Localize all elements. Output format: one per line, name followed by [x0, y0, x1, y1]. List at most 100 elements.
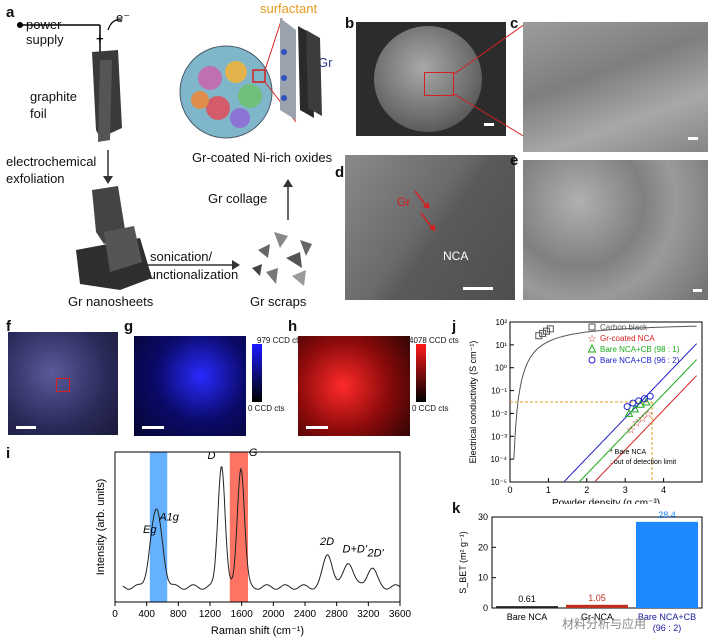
legend-marker: ☆	[588, 334, 597, 345]
tem-gr-label: Gr	[397, 195, 411, 209]
fit-curve	[594, 375, 697, 482]
sem-image-b	[356, 22, 506, 136]
sonication-label: sonication/	[150, 249, 213, 264]
electron-arrow-icon	[107, 19, 123, 31]
tem-image-d: Gr NCA	[345, 155, 515, 300]
colorbar-g	[252, 344, 262, 402]
legend-marker	[588, 323, 596, 331]
scale-bar	[688, 137, 698, 140]
panel-label-f: f	[6, 318, 11, 335]
x-tick-label: 3600	[389, 609, 412, 620]
bar	[636, 521, 698, 608]
gr-collage-label: Gr collage	[208, 191, 268, 206]
data-point	[640, 395, 648, 403]
y-tick-label: 10⁻⁴	[490, 455, 507, 464]
data-point	[623, 403, 631, 411]
data-point	[635, 397, 643, 405]
y-tick-label: 10⁻²	[491, 409, 507, 418]
panel-label-k: k	[452, 500, 461, 517]
red-arrows-icon	[414, 190, 436, 231]
annotation: * Bare NCA	[610, 449, 647, 456]
peak-label: A1g	[158, 512, 179, 524]
x-tick-label: 2800	[326, 609, 349, 620]
y-axis-label: Electrical conductivity (S cm⁻¹)	[468, 341, 478, 464]
legend-marker	[587, 343, 597, 353]
colorbar-g-min: 0 CCD cts	[248, 404, 285, 413]
scale-bar	[484, 123, 494, 126]
legend-label: Bare NCA+CB (98 : 1)	[600, 345, 680, 354]
ni-rich-particle	[179, 45, 273, 139]
data-point	[646, 392, 654, 400]
bar	[496, 606, 558, 608]
data-point: ☆	[643, 408, 653, 420]
electron-label: e⁻	[116, 10, 131, 25]
fit-curve	[579, 359, 697, 482]
surfactant-label: surfactant	[260, 1, 318, 16]
x-tick-label: 0	[507, 485, 512, 495]
x-axis-label: Powder density (g cm⁻³)	[552, 498, 660, 504]
data-point	[539, 329, 547, 337]
graphene-layers	[280, 18, 322, 120]
y-tick-label: 30	[478, 512, 488, 522]
spectrum-line	[122, 466, 401, 590]
scale-bar	[693, 289, 702, 292]
panel-label-i: i	[6, 445, 11, 462]
y-axis-label: S_BET (m² g⁻¹)	[458, 531, 468, 594]
zoom-box	[56, 378, 70, 392]
panel-label-e: e	[510, 152, 519, 169]
x-tick-label: 2	[584, 485, 589, 495]
scale-bar	[463, 287, 493, 290]
y-tick-label: 10²	[495, 318, 507, 327]
y-tick-label: 10⁰	[495, 364, 507, 373]
y-tick-label: 10	[478, 573, 488, 583]
legend-label: Carbon black	[600, 323, 648, 332]
tem-nca-label: NCA	[443, 249, 469, 263]
y-tick-label: 20	[478, 542, 488, 552]
x-tick-label: 2000	[262, 609, 285, 620]
bar-value-label: 28.4	[658, 510, 676, 520]
peak-label: D+D'	[343, 544, 368, 556]
exfoliation-label: electrochemical exfoliation	[6, 154, 97, 186]
schematic-drawing	[17, 17, 322, 290]
data-point	[542, 327, 550, 335]
peak-label: Eg	[143, 524, 157, 536]
data-point	[546, 325, 554, 333]
x-tick-label: 3	[623, 485, 628, 495]
gr-coated-label: Gr-coated Ni-rich oxides	[192, 150, 333, 165]
category-label: (96 : 2)	[653, 623, 682, 633]
gr-label: Gr	[318, 55, 333, 70]
graphite-foil-label: graphite foil	[30, 89, 77, 121]
scale-bar	[142, 426, 164, 429]
x-tick-label: 1200	[199, 609, 222, 620]
fit-curve	[513, 325, 697, 460]
legend-label: Bare NCA+CB (96 : 2)	[600, 356, 680, 365]
legend-marker	[588, 356, 596, 364]
data-point: ☆	[626, 424, 636, 436]
category-label: Bare NCA	[507, 612, 548, 622]
category-label: Gr-NCA	[581, 612, 613, 622]
peak-label: G	[249, 447, 258, 459]
y-tick-label: 10⁻⁵	[491, 478, 507, 487]
peak-label: 2D	[319, 536, 334, 548]
x-tick-label: 1	[546, 485, 551, 495]
panel-label-h: h	[288, 318, 298, 335]
x-axis-label: Raman shift (cm⁻¹)	[211, 625, 304, 637]
x-tick-label: 3200	[357, 609, 380, 620]
panel-label-g: g	[124, 318, 134, 335]
optical-image-f	[8, 332, 118, 435]
x-tick-label: 1600	[231, 609, 254, 620]
highlight-band	[149, 452, 168, 602]
panel-label-d: d	[335, 164, 345, 181]
data-point	[624, 408, 634, 417]
data-point	[629, 399, 637, 407]
zoom-box	[252, 69, 266, 83]
x-tick-label: 0	[112, 609, 118, 620]
bar-value-label: 1.05	[588, 593, 606, 603]
category-label: Bare NCA+CB	[638, 612, 696, 622]
data-point: ☆	[632, 418, 642, 430]
sem-image-c	[523, 22, 708, 152]
bar	[566, 604, 628, 608]
plot-frame	[114, 451, 401, 603]
panel-label-a: a	[6, 4, 15, 21]
